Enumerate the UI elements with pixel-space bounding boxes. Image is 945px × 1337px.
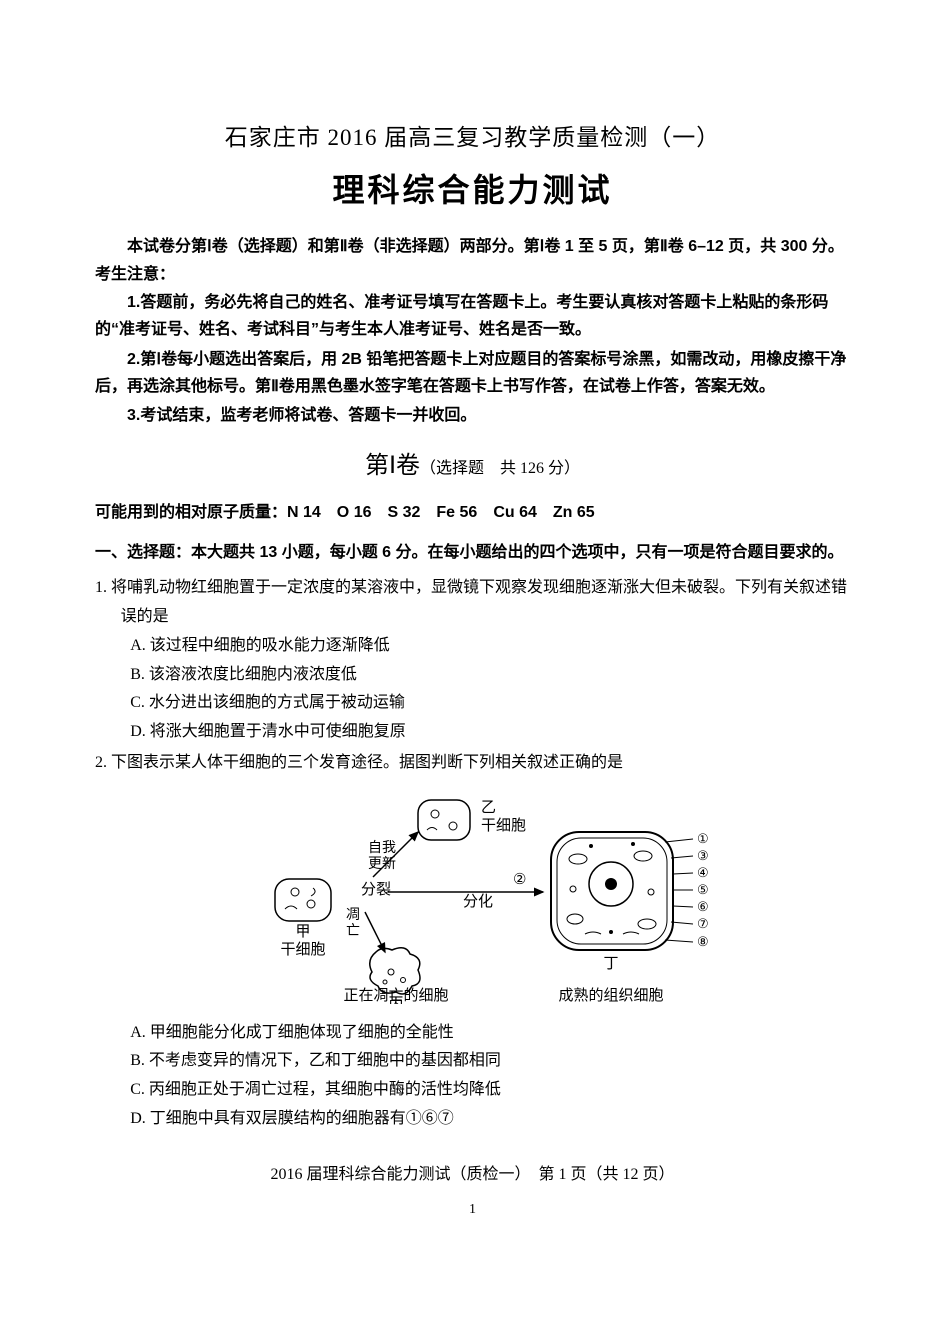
label-diff: 分化 — [463, 893, 493, 910]
exam-header-line1: 石家庄市 2016 届高三复习教学质量检测（一） — [95, 120, 850, 157]
label-apop1: 凋 — [346, 908, 360, 923]
section-1-subtitle: （选择题 共 126 分） — [420, 460, 580, 477]
q1-opt-d: D. 将涨大细胞置于清水中可使细胞复原 — [130, 718, 850, 747]
q1-stem: 1. 将哺乳动物红细胞置于一定浓度的某溶液中，显微镜下观察发现细胞逐渐涨大但未破… — [121, 574, 850, 632]
stem-cell-diagram: 甲 干细胞 分裂 自我 更新 凋 亡 分化 ② 乙 — [213, 784, 733, 1004]
label-split: 分裂 — [361, 881, 391, 898]
cell-ding — [551, 832, 673, 950]
q1-opt-b: B. 该溶液浓度比细胞内液浓度低 — [130, 661, 850, 690]
q2-diagram: 甲 干细胞 分裂 自我 更新 凋 亡 分化 ② 乙 — [95, 784, 850, 1015]
label-ding: 丁 — [603, 956, 618, 972]
label-jia: 甲 — [295, 924, 310, 940]
intro-paragraph: 本试卷分第Ⅰ卷（选择题）和第Ⅱ卷（非选择题）两部分。第Ⅰ卷 1 至 5 页，第Ⅱ… — [95, 234, 850, 260]
question-1: 1. 将哺乳动物红细胞置于一定浓度的某溶液中，显微镜下观察发现细胞逐渐涨大但未破… — [95, 574, 850, 747]
atomic-mass-line: 可能用到的相对原子质量：N 14 O 16 S 32 Fe 56 Cu 64 Z… — [95, 500, 850, 526]
section-1-title: 第Ⅰ卷 — [365, 453, 420, 479]
label-selfrenew1: 自我 — [368, 840, 396, 856]
q1-opt-c: C. 水分进出该细胞的方式属于被动运输 — [130, 689, 850, 718]
notice-item-2: 2.第Ⅰ卷每小题选出答案后，用 2B 铅笔把答题卡上对应题目的答案标号涂黑，如需… — [95, 346, 850, 400]
exam-title: 理科综合能力测试 — [95, 165, 850, 216]
label-arrow2: ② — [513, 872, 526, 888]
cell-jia — [275, 879, 331, 921]
label-ding-sub: 成熟的组织细胞 — [558, 987, 663, 1004]
q1-opt-a: A. 该过程中细胞的吸水能力逐渐降低 — [130, 632, 850, 661]
label-n7: ⑦ — [697, 916, 709, 931]
label-n1: ① — [697, 831, 709, 846]
section-1-header: 第Ⅰ卷（选择题 共 126 分） — [95, 447, 850, 485]
page-footer: 2016 届理科综合能力测试（质检一） 第 1 页（共 12 页） — [95, 1162, 850, 1188]
q2-stem: 2. 下图表示某人体干细胞的三个发育途径。据图判断下列相关叙述正确的是 — [121, 749, 850, 778]
notice-item-3: 3.考试结束，监考老师将试卷、答题卡一并收回。 — [95, 402, 850, 429]
notice-item-1: 1.答题前，务必先将自己的姓名、准考证号填写在答题卡上。考生要认真核对答题卡上粘… — [95, 289, 850, 343]
page-number: 1 — [95, 1199, 850, 1221]
q2-opt-c: C. 丙细胞正处于凋亡过程，其细胞中酶的活性均降低 — [130, 1076, 850, 1105]
question-2: 2. 下图表示某人体干细胞的三个发育途径。据图判断下列相关叙述正确的是 甲 干细… — [95, 749, 850, 1134]
label-apop2: 亡 — [346, 923, 360, 939]
label-n5: ⑤ — [697, 882, 709, 897]
label-bing-sub: 正在凋亡的细胞 — [343, 987, 448, 1004]
label-n4: ④ — [697, 865, 709, 880]
label-n8: ⑧ — [697, 934, 709, 949]
label-n3: ③ — [697, 848, 709, 863]
label-selfrenew2: 更新 — [368, 856, 396, 872]
section-instruction: 一、选择题：本大题共 13 小题，每小题 6 分。在每小题给出的四个选项中，只有… — [162, 539, 850, 566]
label-yi: 乙 — [481, 800, 496, 816]
label-n6: ⑥ — [697, 899, 709, 914]
notice-title: 考生注意： — [95, 262, 850, 288]
label-yi-sub: 干细胞 — [481, 817, 526, 834]
label-jia-sub: 干细胞 — [280, 941, 325, 958]
q2-opt-a: A. 甲细胞能分化成丁细胞体现了细胞的全能性 — [130, 1019, 850, 1048]
q2-opt-b: B. 不考虑变异的情况下，乙和丁细胞中的基因都相同 — [130, 1047, 850, 1076]
q2-opt-d: D. 丁细胞中具有双层膜结构的细胞器有①⑥⑦ — [130, 1105, 850, 1134]
cell-yi — [418, 800, 470, 840]
